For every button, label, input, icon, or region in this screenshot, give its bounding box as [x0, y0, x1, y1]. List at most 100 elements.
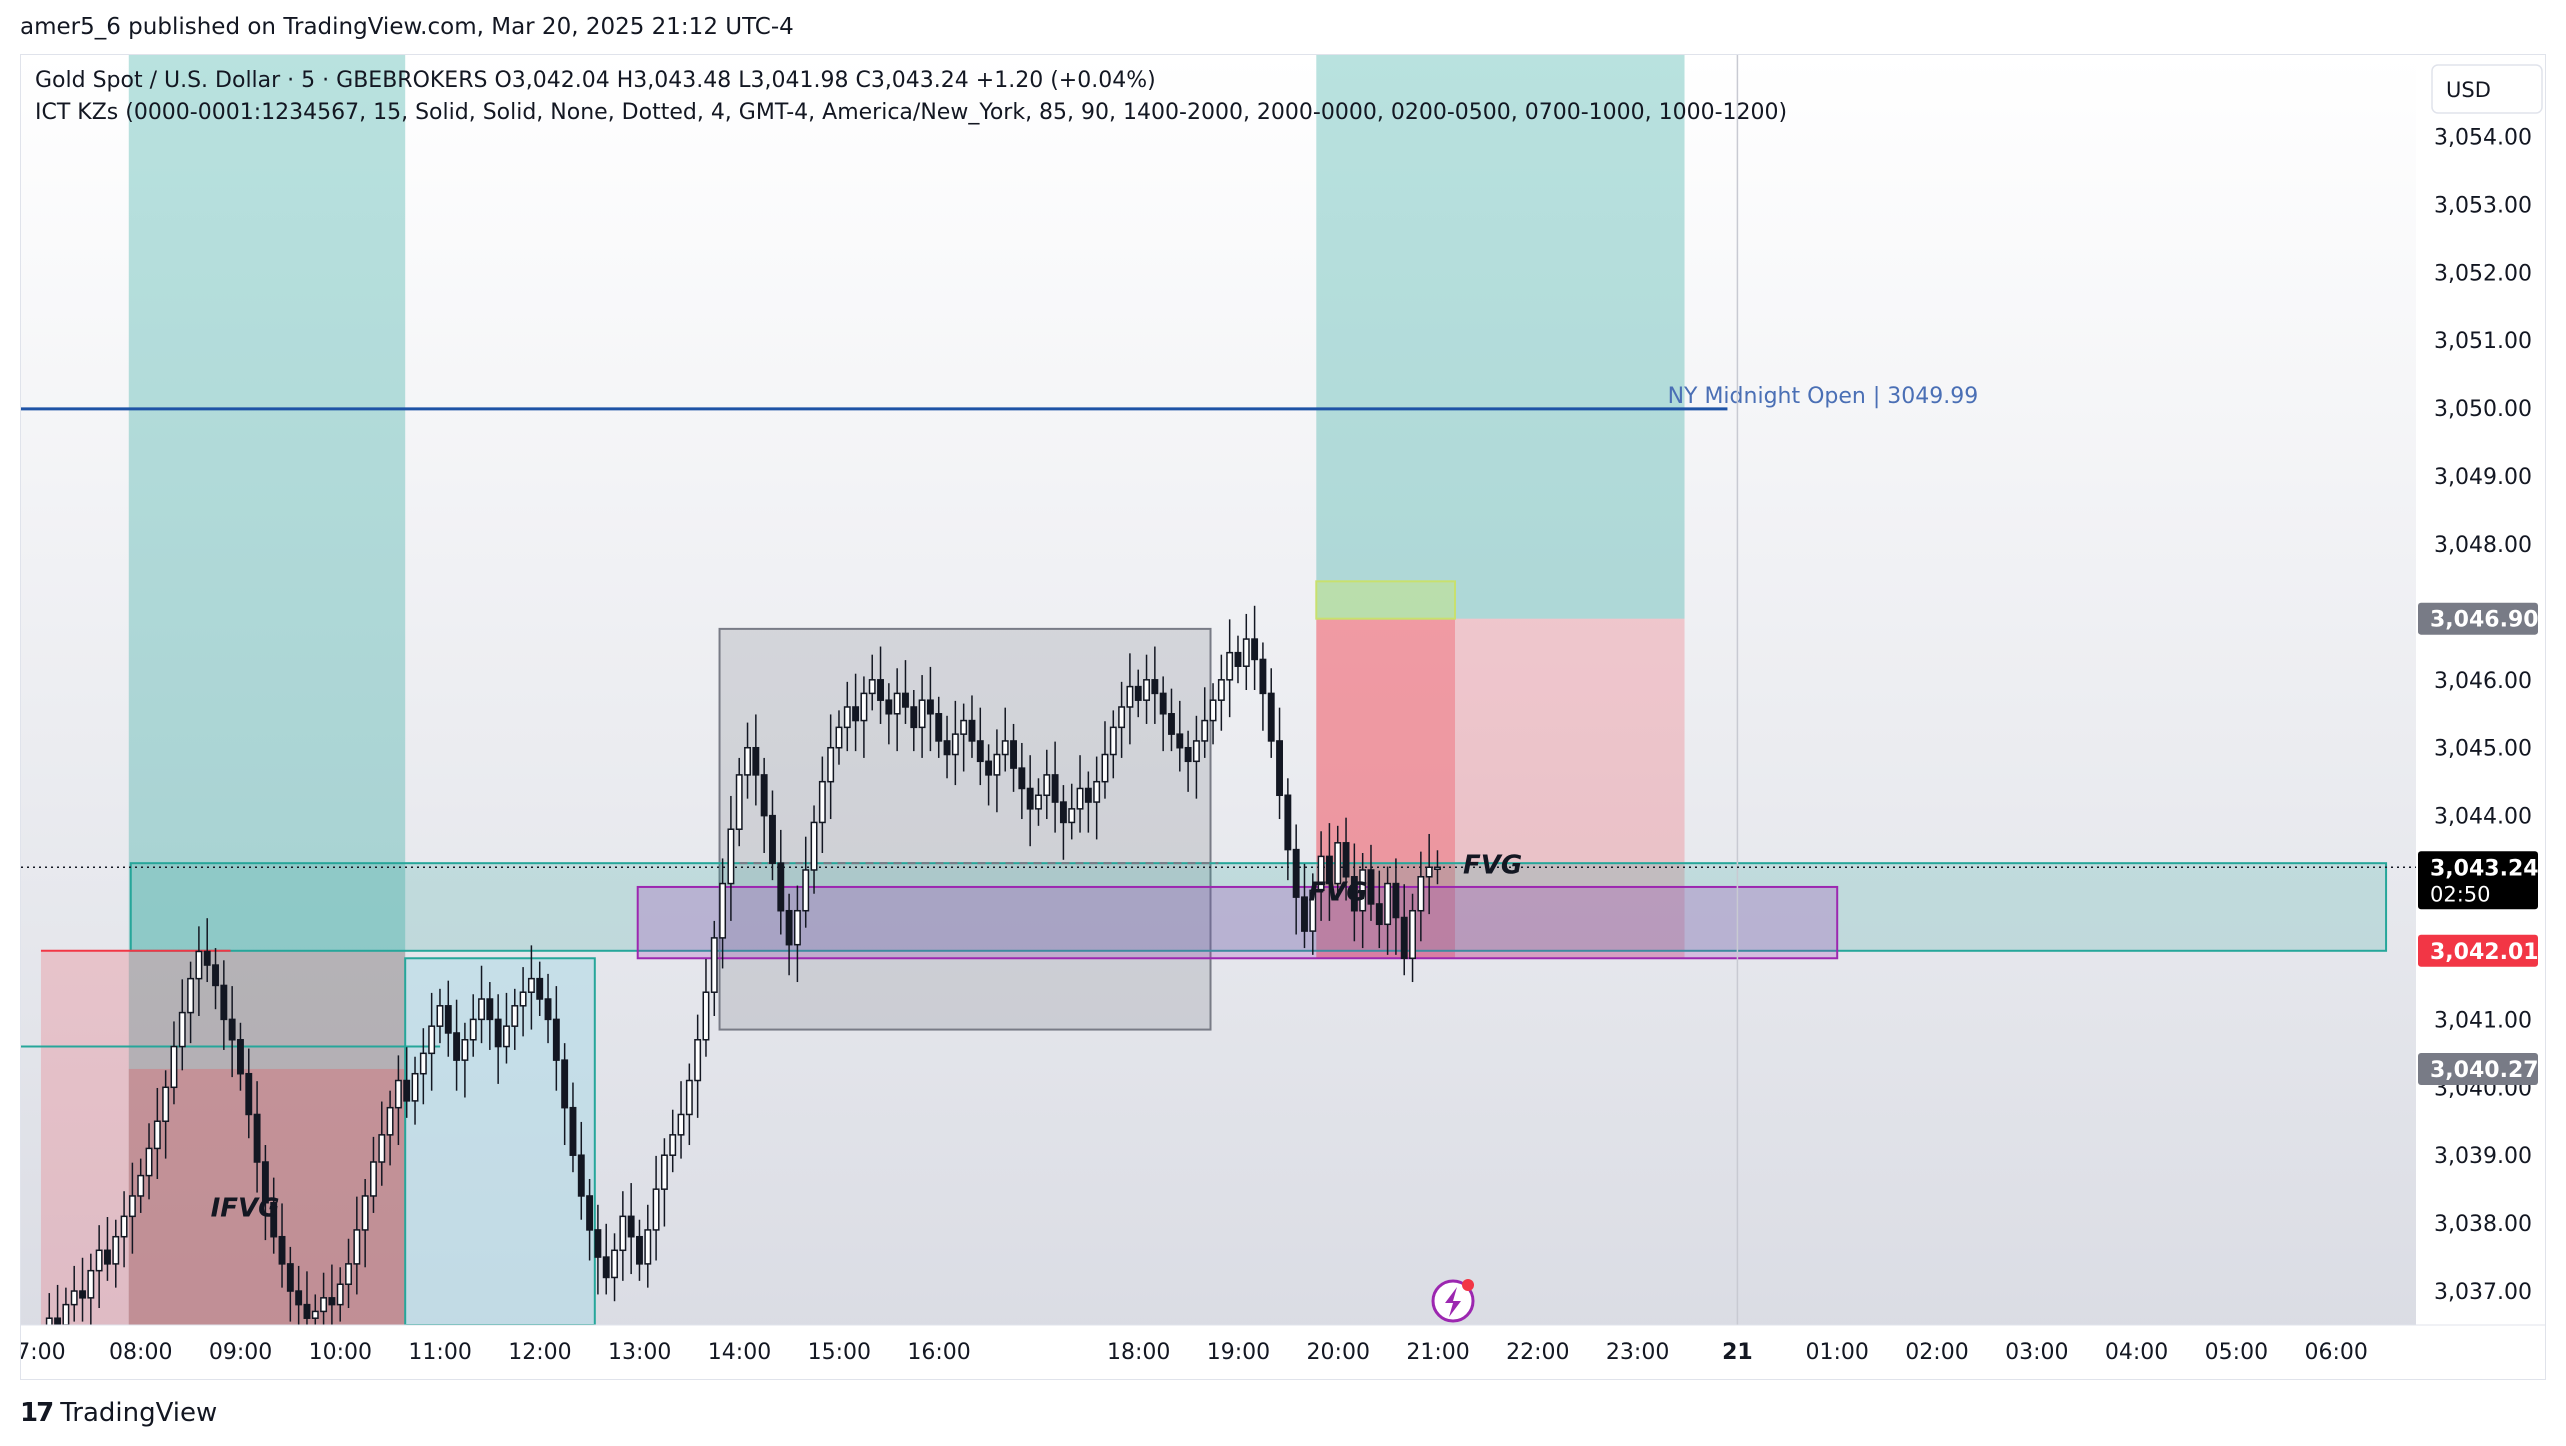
candle-body	[162, 1086, 170, 1123]
candle-body	[744, 746, 751, 776]
x-tick-label: 14:00	[708, 1340, 771, 1365]
candle-body	[212, 964, 219, 987]
candle-body	[719, 882, 727, 939]
candle-body	[1101, 753, 1109, 783]
currency-button-label[interactable]: USD	[2446, 78, 2491, 102]
candle-body	[1367, 869, 1375, 905]
candle-body	[968, 719, 976, 742]
candle-body	[203, 950, 211, 966]
annotation-fvg-2: FVG	[1463, 850, 1522, 880]
candle-body	[1093, 780, 1101, 803]
candle-body	[270, 1202, 278, 1238]
candle-body	[1417, 876, 1425, 912]
candle-body	[561, 1059, 569, 1109]
candle-body	[802, 869, 810, 912]
x-tick-label: 09:00	[209, 1340, 272, 1365]
candle-body	[120, 1215, 128, 1238]
candle-body	[1350, 876, 1358, 912]
x-tick-label: 13:00	[608, 1340, 671, 1365]
footer-brand[interactable]: 17 TradingView	[20, 1398, 217, 1428]
candle-body	[195, 950, 203, 980]
y-tick-label: 3,044.00	[2434, 805, 2532, 830]
candle-body	[843, 706, 851, 729]
candle-body	[361, 1195, 369, 1231]
chart-frame[interactable]: NY Midnight Open | 3049.99 IFVG FVG FVG Gold…	[20, 54, 2546, 1380]
candle-body	[727, 828, 735, 885]
candle-body	[54, 1317, 62, 1326]
candle-body	[511, 1005, 519, 1027]
candle-body	[702, 991, 710, 1041]
candle-body	[586, 1195, 594, 1231]
candle-body	[1251, 638, 1259, 661]
candle-body	[735, 774, 743, 830]
candle-body	[777, 862, 785, 912]
y-tick-label: 3,054.00	[2434, 125, 2532, 150]
candle-body	[1209, 699, 1217, 722]
x-tick-label: 02:00	[1905, 1340, 1968, 1365]
candle-body	[918, 699, 926, 729]
candle-body	[328, 1297, 336, 1306]
price-label-2: 3,042.01	[2430, 940, 2539, 965]
candle-body	[594, 1229, 602, 1258]
candle-body	[295, 1290, 303, 1306]
y-tick-label: 3,049.00	[2434, 465, 2532, 490]
candle-body	[228, 1018, 236, 1041]
x-tick-label: 18:00	[1107, 1340, 1170, 1365]
ny-midnight-label: NY Midnight Open | 3049.99	[1668, 384, 1979, 409]
candle-body	[1334, 842, 1342, 885]
price-axis-bg	[2416, 55, 2545, 1379]
candle-body	[1168, 713, 1175, 735]
candle-body	[237, 1039, 244, 1075]
x-tick-label: 12:00	[508, 1340, 571, 1365]
zone-win-8	[1315, 580, 1457, 620]
candle-body	[1234, 651, 1242, 667]
y-tick-label: 3,053.00	[2434, 193, 2532, 218]
candle-body	[453, 1032, 461, 1061]
candle-body	[1051, 774, 1059, 803]
candle-body	[1043, 774, 1051, 797]
candle-body	[145, 1147, 153, 1177]
candle-body	[87, 1269, 95, 1299]
y-tick-label: 3,048.00	[2434, 533, 2532, 558]
price-label-bg-3	[2418, 1052, 2538, 1085]
candle-body	[636, 1235, 643, 1265]
candle-body	[245, 1072, 253, 1116]
candle-body	[1084, 787, 1092, 803]
x-tick-label: 06:00	[2304, 1340, 2367, 1365]
y-tick-label: 3,037.00	[2434, 1280, 2532, 1305]
candle-body	[112, 1235, 120, 1265]
publisher-line: amer5_6 published on TradingView.com, Ma…	[20, 14, 794, 40]
candle-body	[1242, 638, 1250, 667]
candle-body	[552, 1018, 560, 1061]
candle-body	[1425, 866, 1433, 878]
candle-body	[785, 909, 793, 946]
candle-body	[652, 1188, 660, 1231]
candle-body	[677, 1113, 685, 1136]
y-tick-label: 3,051.00	[2434, 329, 2532, 354]
candle-body	[669, 1134, 677, 1156]
candle-body	[710, 937, 718, 993]
candle-body	[1392, 882, 1400, 919]
candle-body	[95, 1249, 103, 1272]
candle-body	[1375, 903, 1383, 926]
candle-body	[827, 746, 835, 783]
candle-body	[261, 1161, 269, 1204]
annotation-ifvg-0: IFVG	[211, 1193, 280, 1223]
candle-body	[1292, 848, 1300, 898]
x-tick-label: 15:00	[808, 1340, 871, 1365]
price-chart[interactable]: NY Midnight Open | 3049.99 IFVG FVG FVG Gold…	[21, 55, 2545, 1379]
candle-body	[1001, 740, 1009, 756]
candle-body	[1201, 719, 1209, 742]
candle-body	[943, 740, 951, 756]
candle-body	[1184, 746, 1192, 763]
candle-body	[1267, 692, 1275, 742]
candle-body	[1342, 842, 1350, 878]
candle-body	[494, 1018, 502, 1048]
candle-body	[137, 1174, 145, 1197]
candle-body	[976, 740, 984, 763]
candle-body	[1317, 855, 1325, 892]
currency-button	[2431, 64, 2543, 114]
candle-body	[835, 726, 843, 749]
x-tick-label: 21	[1722, 1340, 1753, 1365]
candle-body	[868, 679, 876, 695]
